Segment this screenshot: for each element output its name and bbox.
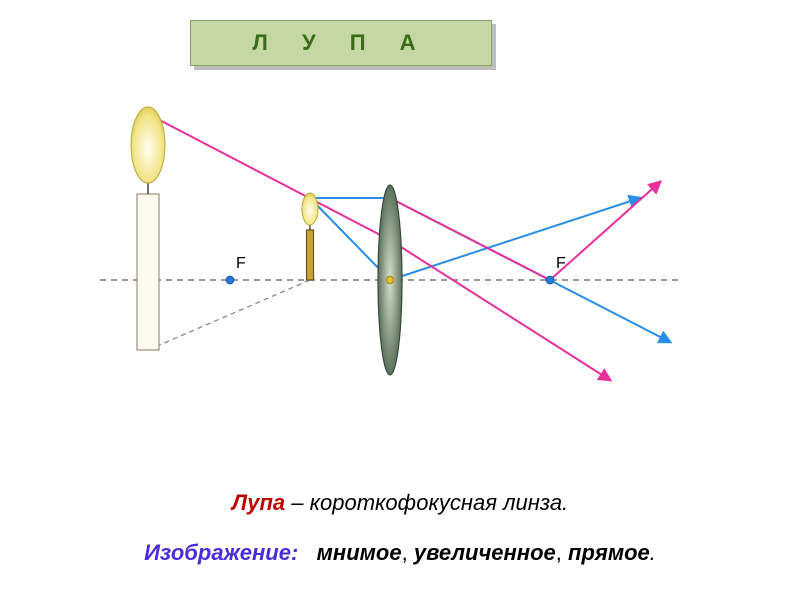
properties-line: Изображение: мнимое, увеличенное, прямое… xyxy=(0,540,800,566)
rays-blue xyxy=(310,198,670,342)
definition: короткофокусная линза. xyxy=(310,490,569,515)
candle-object xyxy=(302,193,318,280)
rays-pink xyxy=(148,114,660,380)
prop-1: мнимое xyxy=(317,540,402,565)
prop-3: прямое xyxy=(568,540,650,565)
construction-lines xyxy=(148,114,310,350)
optics-diagram: FF xyxy=(80,90,700,410)
dash: – xyxy=(285,490,309,515)
image-label: Изображение: xyxy=(144,540,298,565)
prop-2: увеличенное xyxy=(414,540,556,565)
candle-virtual-image xyxy=(131,107,165,350)
term: Лупа xyxy=(232,490,285,515)
title-box: Л У П А xyxy=(190,20,492,66)
lens-center-dot xyxy=(387,277,394,284)
definition-line: Лупа – короткофокусная линза. xyxy=(0,490,800,516)
svg-text:F: F xyxy=(556,255,566,272)
svg-text:F: F xyxy=(236,255,246,272)
title-text: Л У П А xyxy=(252,30,429,55)
